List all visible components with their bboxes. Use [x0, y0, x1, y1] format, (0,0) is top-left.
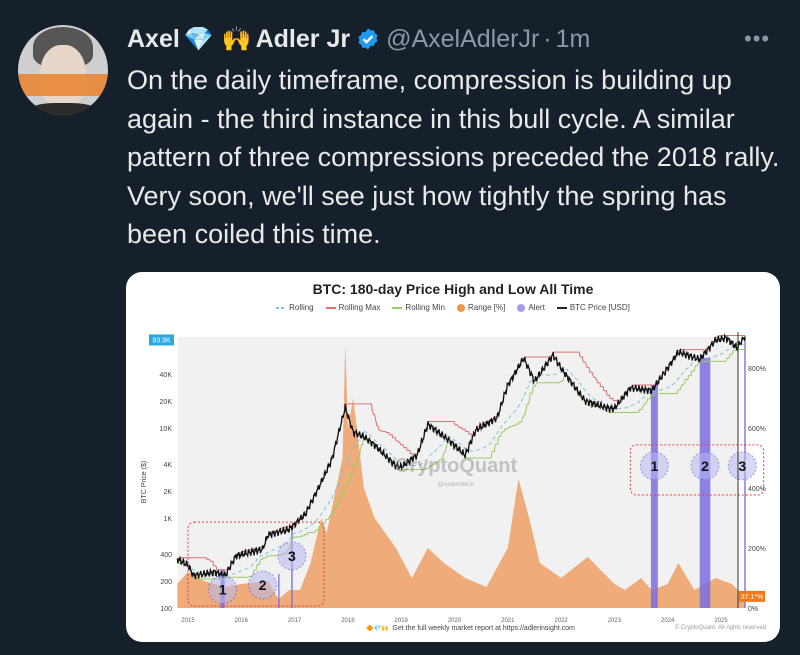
more-options-icon[interactable]: •••	[744, 26, 771, 51]
y-tick-label: 40K	[160, 372, 173, 379]
legend-alert: Alert	[517, 303, 545, 312]
diamond-emoji-icon: 💎	[183, 25, 214, 53]
y-tick-label: 2K	[163, 489, 172, 496]
x-tick-label: 2021	[501, 618, 515, 624]
tweet-text: On the daily timeframe, compression is b…	[127, 65, 780, 249]
current-range-badge	[739, 590, 765, 602]
chart-svg: 1 2 3 1 2 3 CryptoQuant @AxelAdlerJr 100 200 400 1K…	[141, 332, 766, 624]
footer-text: Get the full weekly market report at htt…	[392, 625, 575, 632]
watermark: CryptoQuant	[395, 455, 518, 477]
alert-bar-5	[699, 357, 711, 608]
range-area	[177, 344, 745, 608]
legend-range: Range [%]	[457, 303, 505, 312]
x-tick-label: 2025	[714, 618, 728, 624]
footer-emoji: 🔶💎🙌	[366, 625, 389, 632]
current-range-label: 37.1*%	[741, 594, 764, 601]
chart-copyright: © CryptoQuant. All rights reserved	[674, 625, 766, 631]
y-axis-label: BTC Price ($)	[141, 461, 148, 503]
verified-badge-icon	[358, 28, 378, 50]
y-tick-label: 400	[160, 552, 172, 559]
annotation-circle-6	[727, 451, 757, 481]
watermark-sub: @AxelAdlerJr	[438, 482, 475, 488]
x-tick-label: 2016	[235, 618, 249, 624]
annotation-circle-3	[277, 541, 307, 571]
annotation-label-1: 1	[219, 582, 227, 598]
legend-btc-price: BTC Price [USD]	[556, 303, 630, 312]
current-price-badge	[149, 334, 174, 346]
legend-rolling: Rolling	[276, 303, 314, 312]
chart-image[interactable]: 1 2 3 1 2 3 CryptoQuant @AxelAdlerJr 100 200 400 1K…	[126, 272, 780, 642]
y-tick-label: 100	[160, 606, 172, 613]
avatar[interactable]	[18, 25, 108, 115]
handle[interactable]: @AxelAdlerJr	[386, 24, 540, 53]
x-tick-label: 2020	[448, 618, 462, 624]
timestamp[interactable]: 1m	[555, 24, 591, 53]
display-name-last[interactable]: Adler Jr	[255, 24, 351, 53]
chart-title: BTC: 180-day Price High and Low All Time	[312, 281, 594, 297]
current-price-label: 93.9K	[152, 337, 171, 344]
y2-tick-label: 400%	[748, 486, 766, 493]
separator-dot: ·	[543, 24, 552, 53]
display-name-first[interactable]: Axel	[127, 24, 180, 53]
avatar-shirt	[23, 103, 103, 115]
tweet-header: Axel 💎 🙌 Adler Jr @AxelAdlerJr · 1m	[127, 22, 590, 56]
y-tick-label: 10K	[160, 426, 173, 433]
annotation-label-2: 2	[259, 577, 267, 593]
x-tick-label: 2022	[554, 618, 568, 624]
avatar-orange-band	[18, 74, 108, 96]
compression-box-2024	[629, 444, 765, 496]
annotation-circle-2	[248, 570, 278, 600]
chart-legend: Rolling Rolling Max Rolling Min Range [%…	[126, 303, 780, 312]
btc-price-line	[176, 333, 746, 580]
y-tick-label: 200	[160, 579, 172, 586]
y2-tick-label: 0%	[748, 606, 758, 613]
compression-box-2015	[187, 521, 325, 607]
x-tick-label: 2019	[395, 618, 409, 624]
annotation-label-6: 3	[738, 458, 746, 474]
raised-hands-emoji-icon: 🙌	[221, 25, 252, 53]
alert-bar-4	[650, 385, 658, 608]
x-tick-label: 2023	[608, 618, 622, 624]
y-tick-label: 4K	[163, 462, 172, 469]
legend-rolling-min: Rolling Min	[392, 303, 445, 312]
y2-tick-label: 800%	[748, 366, 766, 373]
y2-tick-label: 200%	[748, 546, 766, 553]
x-tick-label: 2024	[661, 618, 675, 624]
x-tick-label: 2018	[341, 618, 355, 624]
annotation-label-3: 3	[288, 548, 296, 564]
annotation-label-5: 2	[701, 458, 709, 474]
annotation-circle-1	[208, 575, 238, 605]
alert-bar-2	[278, 573, 280, 608]
chart-footer: 🔶💎🙌 Get the full weekly market report at …	[366, 625, 575, 632]
annotation-label-4: 1	[650, 458, 658, 474]
annotation-circle-4	[639, 451, 669, 481]
rolling-line	[176, 343, 745, 577]
annotation-circle-5	[690, 451, 720, 481]
x-tick-label: 2017	[288, 618, 302, 624]
x-tick-label: 2015	[181, 618, 195, 624]
legend-rolling-max: Rolling Max	[325, 303, 380, 312]
y-tick-label: 1K	[163, 516, 172, 523]
y-tick-label: 20K	[160, 399, 173, 406]
y2-tick-label: 600%	[748, 426, 766, 433]
